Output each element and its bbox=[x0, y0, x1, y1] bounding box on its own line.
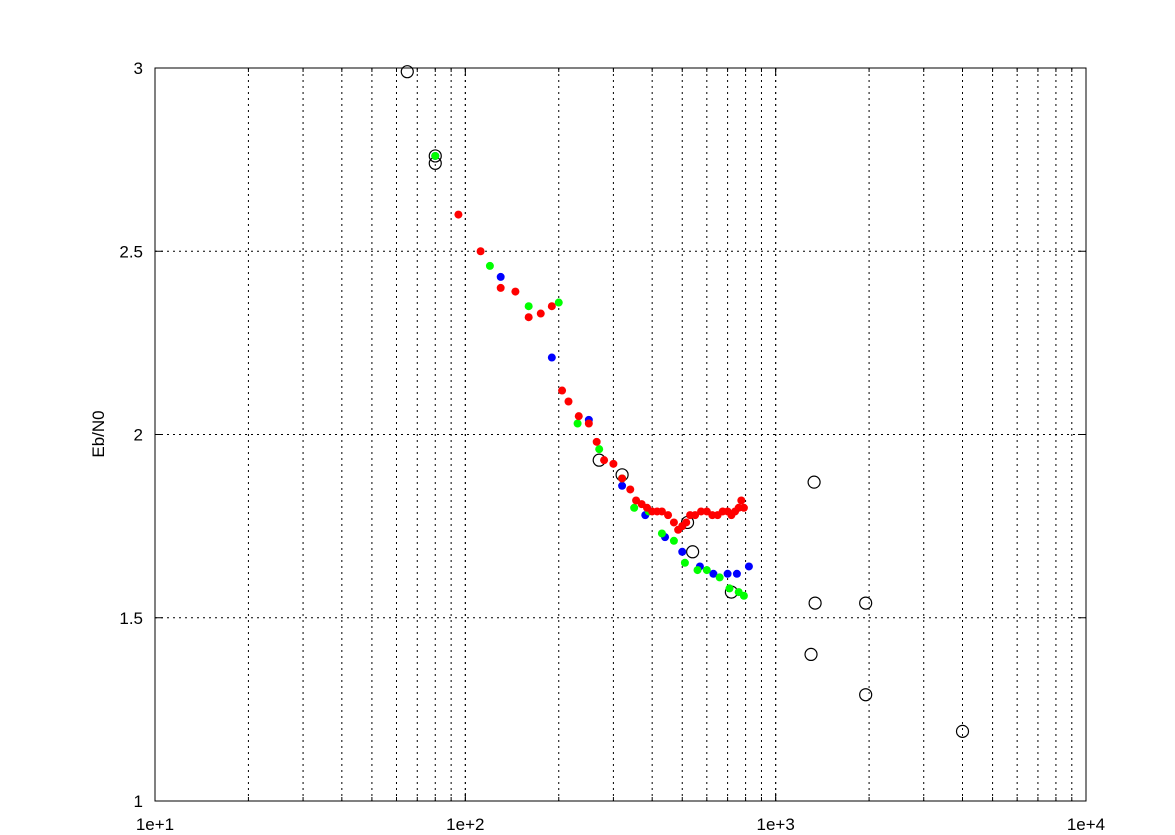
data-point bbox=[702, 566, 711, 575]
y-tick-label: 2.5 bbox=[119, 242, 143, 261]
data-point bbox=[686, 545, 700, 559]
data-point bbox=[808, 596, 822, 610]
data-point bbox=[547, 353, 556, 362]
series-2 bbox=[431, 151, 748, 600]
ticks bbox=[155, 67, 1086, 802]
data-point bbox=[584, 419, 593, 428]
tick-labels: 1 1.5 2 2.5 3 1e+1 1e+2 1e+3 1e+4 bbox=[119, 59, 1105, 834]
data-point bbox=[859, 688, 873, 702]
y-tick-label: 3 bbox=[134, 59, 143, 78]
data-point bbox=[524, 302, 533, 311]
data-point bbox=[737, 496, 746, 505]
data-point bbox=[595, 445, 604, 454]
x-tick-label: 1e+2 bbox=[446, 815, 484, 834]
data-point bbox=[618, 474, 627, 483]
data-point bbox=[664, 511, 673, 520]
data-point bbox=[400, 65, 414, 79]
data-point bbox=[609, 459, 618, 468]
data-point bbox=[678, 547, 687, 556]
data-point bbox=[680, 558, 689, 567]
data-point bbox=[682, 518, 691, 527]
data-point bbox=[669, 518, 678, 527]
data-point bbox=[600, 456, 609, 465]
data-point bbox=[955, 724, 970, 738]
data-point bbox=[431, 151, 440, 160]
data-point bbox=[657, 529, 666, 538]
data-point bbox=[592, 437, 601, 446]
data-point bbox=[496, 272, 505, 281]
data-point bbox=[693, 566, 702, 575]
data-points bbox=[400, 65, 970, 738]
grid bbox=[155, 68, 1086, 801]
data-point bbox=[558, 386, 567, 395]
data-point bbox=[657, 507, 666, 516]
data-point bbox=[739, 591, 748, 600]
data-point bbox=[485, 261, 494, 270]
data-point bbox=[536, 309, 545, 318]
data-point bbox=[547, 302, 556, 311]
y-tick-label: 2 bbox=[134, 426, 143, 445]
data-point bbox=[744, 562, 753, 571]
data-point bbox=[564, 397, 573, 406]
data-point bbox=[511, 287, 520, 296]
data-point bbox=[715, 573, 724, 582]
data-point bbox=[723, 569, 732, 578]
y-axis-title: Eb/N0 bbox=[89, 410, 108, 457]
data-point bbox=[454, 210, 463, 219]
x-tick-label: 1e+3 bbox=[757, 815, 795, 834]
data-point bbox=[709, 569, 718, 578]
x-tick-label: 1e+4 bbox=[1067, 815, 1105, 834]
data-point bbox=[630, 503, 639, 512]
data-point bbox=[691, 511, 700, 520]
data-point bbox=[574, 412, 583, 421]
data-point bbox=[476, 247, 485, 256]
x-tick-label: 1e+1 bbox=[136, 815, 174, 834]
data-point bbox=[554, 298, 563, 307]
data-point bbox=[739, 503, 748, 512]
data-point bbox=[725, 584, 734, 593]
y-tick-label: 1 bbox=[134, 792, 143, 811]
data-point bbox=[669, 536, 678, 545]
data-point bbox=[573, 419, 582, 428]
data-point bbox=[697, 507, 706, 516]
data-point bbox=[428, 149, 442, 163]
data-point bbox=[804, 647, 818, 662]
data-point bbox=[626, 485, 635, 494]
y-tick-label: 1.5 bbox=[119, 609, 143, 628]
data-point bbox=[496, 283, 505, 292]
data-point bbox=[859, 596, 873, 610]
data-point bbox=[618, 481, 627, 490]
series-0 bbox=[400, 65, 970, 738]
series-3 bbox=[454, 210, 748, 534]
data-point bbox=[524, 313, 533, 322]
data-point bbox=[807, 475, 821, 489]
data-point bbox=[732, 569, 741, 578]
